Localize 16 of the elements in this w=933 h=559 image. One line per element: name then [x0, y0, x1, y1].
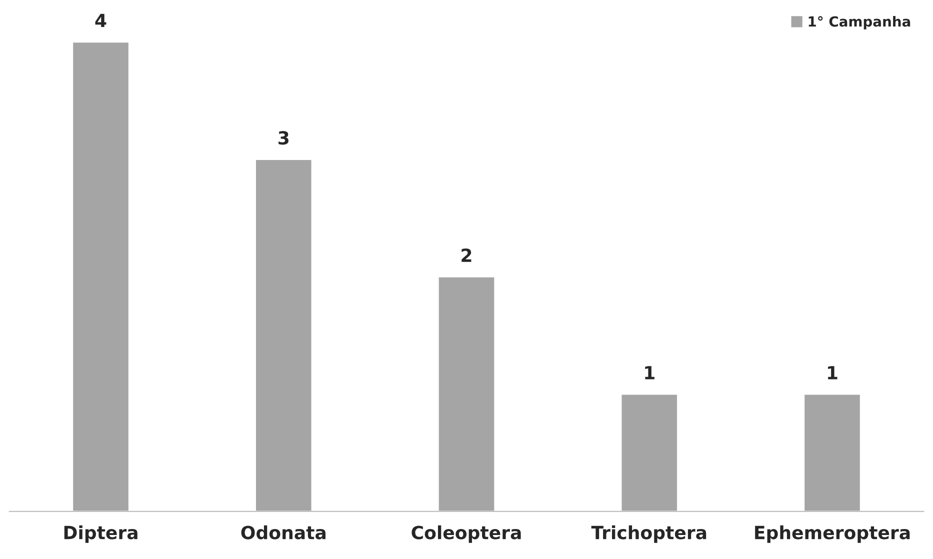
x-tick-label: Ephemeroptera [755, 525, 910, 543]
data-label: 2 [462, 248, 472, 262]
data-label: 4 [95, 14, 106, 28]
x-tick-label: Diptera [64, 525, 138, 543]
bar [72, 42, 130, 512]
data-label: 3 [278, 131, 288, 145]
x-tick-label: Trichoptera [591, 525, 706, 543]
x-tick-label: Coleoptera [412, 525, 521, 543]
bar [254, 158, 313, 512]
bar [437, 276, 496, 512]
data-label: 1 [828, 366, 838, 380]
legend-label: 1° Campanha [808, 16, 910, 30]
bar [803, 393, 862, 512]
x-tick-label: Odonata [241, 525, 326, 540]
data-label: 1 [645, 366, 654, 380]
bar [620, 393, 678, 512]
